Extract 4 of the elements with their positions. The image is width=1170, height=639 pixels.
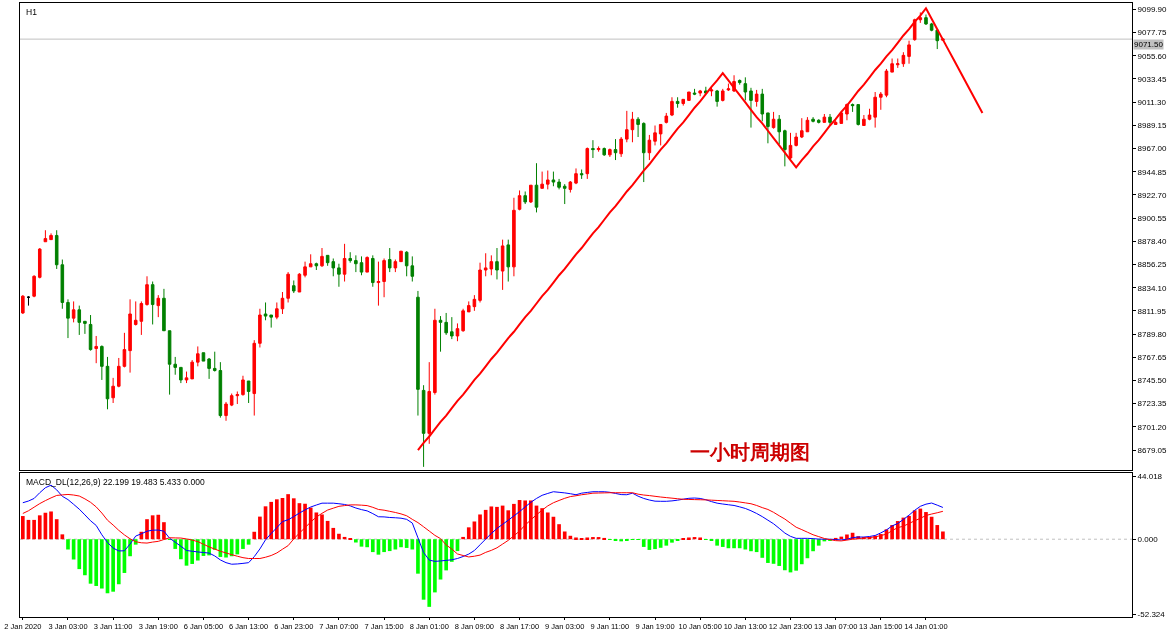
y-tick-label: 0.000 bbox=[1137, 535, 1159, 545]
text: MACD_DL(12,26,9) 22.199 19.483 5.433 0.000 bbox=[26, 477, 205, 487]
y-tick-label: -52.324 bbox=[1137, 609, 1166, 619]
y-tick-label: 44.018 bbox=[1137, 472, 1163, 482]
